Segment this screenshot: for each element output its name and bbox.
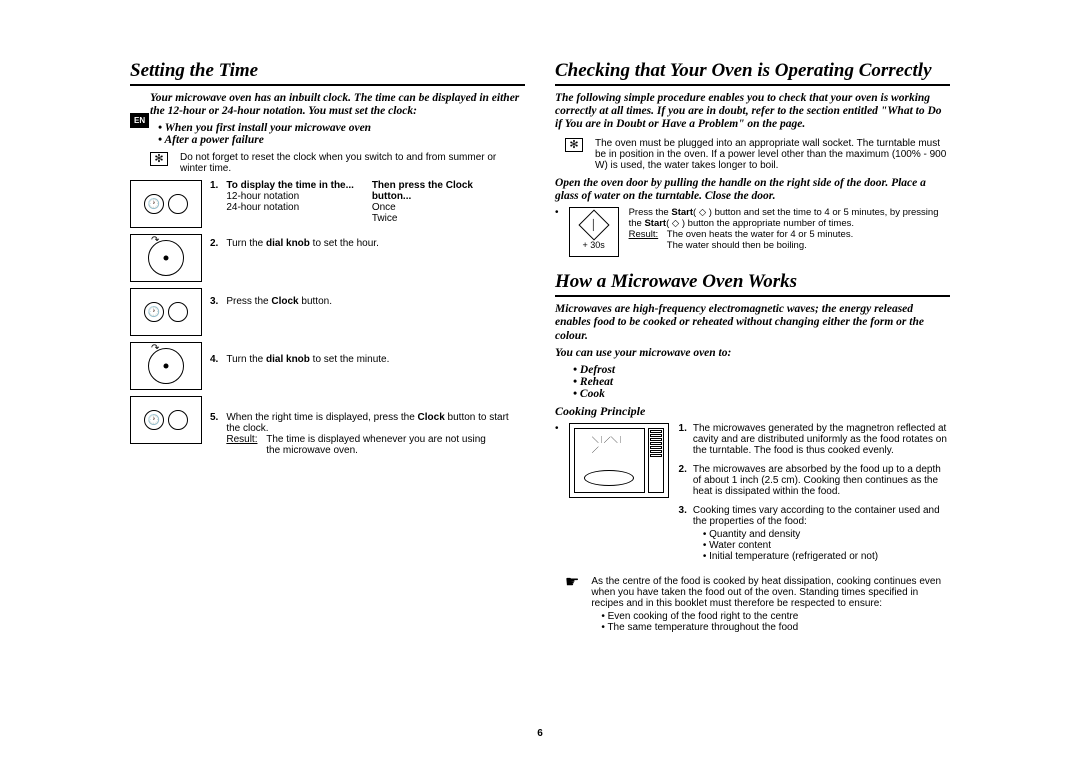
use-bullets: Defrost Reheat Cook: [573, 364, 950, 400]
note-clock-reset: ✻ Do not forget to reset the clock when …: [150, 152, 525, 174]
cooking-principle-row: • ＼｜／ ＼｜／ 1.The microwaves generated by …: [555, 423, 950, 570]
step-5: 5. When the right time is displayed, pre…: [210, 412, 525, 460]
hand-note: ☛ As the centre of the food is cooked by…: [565, 576, 950, 633]
intro-bullets: When you first install your microwave ov…: [158, 122, 525, 146]
step5-result: The time is displayed whenever you are n…: [266, 434, 486, 456]
principle-1: 1.The microwaves generated by the magnet…: [679, 423, 950, 456]
step1-24h: 24-hour notation: [226, 202, 361, 213]
knob-icon: [168, 194, 188, 214]
step-num-3: 3.: [210, 296, 218, 344]
bullet-reheat: Reheat: [573, 376, 950, 388]
bullet-cook: Cook: [573, 388, 950, 400]
start-diamond-icon: │: [578, 210, 609, 241]
bullet-install: When you first install your microwave ov…: [158, 122, 525, 134]
step1-12h: 12-hour notation: [226, 191, 361, 202]
steps-container: 🕐 ↷ 🕐 ↷ 🕐: [130, 180, 525, 470]
step-num-4: 4.: [210, 354, 218, 402]
result-label: Result:: [629, 229, 659, 240]
result-label: Result:: [226, 434, 257, 445]
step-1: 1. To display the time in the... 12-hour…: [210, 180, 525, 228]
start-button-diagram: │ + 30s: [569, 207, 619, 257]
page-number: 6: [537, 728, 543, 739]
clock-icon: 🕐: [144, 302, 164, 322]
bullet-power-failure: After a power failure: [158, 134, 525, 146]
step-4: 4. Turn the dial knob to set the minute.: [210, 354, 525, 402]
intro-how-works: Microwaves are high-frequency electromag…: [555, 303, 950, 343]
note-icon: ✻: [150, 152, 168, 166]
step-3: 3. Press the Clock button.: [210, 296, 525, 344]
step1-once: Once: [372, 202, 507, 213]
microwave-diagram: ＼｜／ ＼｜／: [569, 423, 669, 498]
bullet-defrost: Defrost: [573, 364, 950, 376]
step1-col2-hdr: Then press the Clock button...: [372, 180, 507, 202]
subhead-cooking-principle: Cooking Principle: [555, 404, 950, 419]
note-text: Do not forget to reset the clock when yo…: [180, 152, 525, 174]
hand-note-text: As the centre of the food is cooked by h…: [591, 576, 941, 609]
start-procedure: • │ + 30s Press the Start( ◇ ) button an…: [555, 207, 950, 257]
diagram-column: 🕐 ↷ 🕐 ↷ 🕐: [130, 180, 202, 470]
clock-icon: 🕐: [144, 410, 164, 430]
intro-checking: The following simple procedure enables y…: [555, 92, 950, 132]
right-column: Checking that Your Oven is Operating Cor…: [555, 60, 950, 700]
step-num-5: 5.: [210, 412, 218, 460]
hand-icon: ☛: [565, 576, 579, 590]
principles-list: 1.The microwaves generated by the magnet…: [679, 423, 950, 570]
heading-checking-oven: Checking that Your Oven is Operating Cor…: [555, 60, 950, 86]
intro-left: Your microwave oven has an inbuilt clock…: [150, 92, 525, 118]
page-container: Setting the Time Your microwave oven has…: [130, 60, 950, 700]
knob-icon: [168, 302, 188, 322]
use-line: You can use your microwave oven to:: [555, 347, 950, 360]
note-icon: ✻: [565, 138, 583, 152]
knob-icon: [168, 410, 188, 430]
principle-2: 2.The microwaves are absorbed by the foo…: [679, 464, 950, 497]
left-column: Setting the Time Your microwave oven has…: [130, 60, 525, 700]
diagram-clock-knob-1: 🕐: [130, 180, 202, 228]
open-door-line: Open the oven door by pulling the handle…: [555, 177, 950, 203]
heading-how-works: How a Microwave Oven Works: [555, 271, 950, 297]
clock-icon: 🕐: [144, 194, 164, 214]
step-text-column: 1. To display the time in the... 12-hour…: [210, 180, 525, 470]
note-plugged: ✻ The oven must be plugged into an appro…: [565, 138, 950, 171]
language-badge: EN: [130, 113, 149, 128]
diagram-clock-knob-2: 🕐: [130, 288, 202, 336]
principle-3: 3. Cooking times vary according to the c…: [679, 505, 950, 562]
step-num-2: 2.: [210, 238, 218, 286]
diagram-dial-2: ↷: [130, 342, 202, 390]
note-plugged-text: The oven must be plugged into an appropr…: [595, 138, 950, 171]
diagram-dial-1: ↷: [130, 234, 202, 282]
step1-twice: Twice: [372, 213, 507, 224]
step-2: 2. Turn the dial knob to set the hour.: [210, 238, 525, 286]
heading-setting-time: Setting the Time: [130, 60, 525, 86]
step1-col1-hdr: To display the time in the...: [226, 180, 361, 191]
step-num-1: 1.: [210, 180, 218, 228]
diagram-clock-knob-3: 🕐: [130, 396, 202, 444]
